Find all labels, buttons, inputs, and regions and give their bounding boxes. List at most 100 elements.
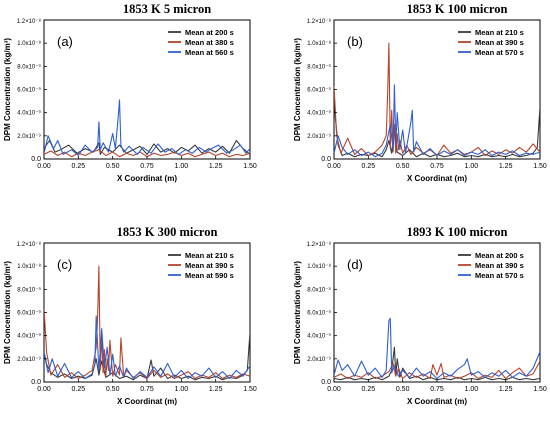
panel-b-x-tick-label: 1.50 <box>533 163 547 170</box>
panel-d-y-tick-label: 1.0x10⁻⁸ <box>307 263 331 270</box>
panel-d-series-3-line <box>334 317 540 380</box>
panel-c-title: 1853 K 300 micron <box>117 225 218 239</box>
panel-b-x-tick-label: 1.00 <box>465 163 479 170</box>
panel-d-y-tick-label: 8.0x10⁻⁹ <box>307 286 331 293</box>
panel-a-y-tick-label: 0.0 <box>31 156 41 163</box>
panel-d-x-tick-label: 1.50 <box>533 386 547 393</box>
panel-b-legend-label-3: Mean at 570 s <box>475 48 524 57</box>
panel-d-series-2-line <box>334 360 540 380</box>
panel-c-x-tick-label: 0.75 <box>140 386 154 393</box>
panel-c-y-max-label: 1.2×10⁻⁸ <box>17 241 42 248</box>
panel-b-series-2-line <box>334 42 540 157</box>
panel-c-x-tick-label: 1.50 <box>243 386 257 393</box>
panel-c-series-3-line <box>44 315 250 380</box>
panel-b-y-tick-label: 1.0x10⁻⁸ <box>307 40 331 47</box>
panel-b-y-tick-label: 6.0x10⁻⁹ <box>307 87 331 94</box>
panel-a-x-tick-label: 0.25 <box>72 163 86 170</box>
panel-b-series-1-line <box>334 89 540 158</box>
panel-d-x-tick-label: 0.25 <box>362 386 376 393</box>
panel-b-x-axis-title: X Coordinat (m) <box>407 174 467 183</box>
panel-d-legend-label-3: Mean at 570 s <box>475 271 524 280</box>
panel-c-legend-label-1: Mean at 210 s <box>185 251 234 260</box>
panel-a-legend-label-2: Mean at 380 s <box>185 38 234 47</box>
panel-b-letter: (b) <box>347 34 363 49</box>
panel-a-y-tick-label: 2.0x10⁻⁹ <box>17 133 41 140</box>
panel-b-x-tick-label: 0.50 <box>396 163 410 170</box>
panel-b-y-tick-label: 4.0x10⁻⁹ <box>307 110 331 117</box>
panel-d-y-tick-label: 2.0x10⁻⁹ <box>307 356 331 363</box>
panel-c-x-tick-label: 0.25 <box>72 386 86 393</box>
panel-c-x-tick-label: 1.25 <box>209 386 223 393</box>
panel-b: 1853 K 100 micron 0.00 0.25 0.50 0.75 1.00 1.2… <box>293 2 547 183</box>
panel-a-title: 1853 K 5 micron <box>123 2 211 16</box>
panel-d-y-max-label: 1.2×10⁻⁸ <box>307 241 332 248</box>
panel-b-x-tick-label: 0.00 <box>327 163 341 170</box>
panel-d-y-tick-label: 4.0x10⁻⁹ <box>307 333 331 340</box>
panel-d-series-1-line <box>334 346 540 381</box>
panel-c-y-tick-label: 4.0x10⁻⁹ <box>17 333 41 340</box>
panel-a-x-tick-label: 1.00 <box>175 163 189 170</box>
panel-b-x-tick-label: 0.75 <box>430 163 444 170</box>
panel-c-y-tick-label: 0.0 <box>31 379 41 386</box>
panel-a-legend-label-1: Mean at 200 s <box>185 28 234 37</box>
panel-a-letter: (a) <box>57 34 73 49</box>
panel-a-y-max-label: 1.2×10⁻⁸ <box>17 18 42 25</box>
panel-c-legend-label-2: Mean at 390 s <box>185 261 234 270</box>
panel-a: 1853 K 5 micron 0.00 0.25 0.50 0.75 1.00 1.25 1… <box>3 2 257 183</box>
panel-d-title: 1893 K 100 micron <box>407 225 508 239</box>
panel-a-x-tick-label: 1.25 <box>209 163 223 170</box>
panel-b-y-tick-label: 2.0x10⁻⁹ <box>307 133 331 140</box>
panel-c-y-axis-title: DPM Concentration (kg/m³) <box>3 261 12 364</box>
panel-a-legend-label-3: Mean at 560 s <box>185 48 234 57</box>
panel-d-x-tick-label: 0.00 <box>327 386 341 393</box>
panel-c-x-axis-title: X Coordinat (m) <box>117 397 177 406</box>
panel-c-letter: (c) <box>57 257 72 272</box>
panel-a-x-axis-title: X Coordinat (m) <box>117 174 177 183</box>
panel-b-y-axis-title: DPM Concentration (kg/m³) <box>293 38 302 141</box>
panel-b-y-tick-label: 0.0 <box>321 156 331 163</box>
panel-b-x-tick-label: 1.25 <box>499 163 513 170</box>
panel-c-x-tick-label: 0.50 <box>106 386 120 393</box>
panel-c-y-tick-label: 6.0x10⁻⁹ <box>17 310 41 317</box>
panel-d-y-tick-label: 0.0 <box>321 379 331 386</box>
panel-a-x-tick-label: 0.00 <box>37 163 51 170</box>
panel-d-x-tick-label: 0.75 <box>430 386 444 393</box>
panel-d-x-tick-label: 1.00 <box>465 386 479 393</box>
panel-b-y-max-label: 1.2×10⁻⁸ <box>307 18 332 25</box>
panel-d-legend-label-2: Mean at 390 s <box>475 261 524 270</box>
panel-b-y-tick-label: 8.0x10⁻⁹ <box>307 63 331 70</box>
panel-c-legend-label-3: Mean at 590 s <box>185 271 234 280</box>
panel-c-x-tick-label: 1.00 <box>175 386 189 393</box>
panel-b-series-3-line <box>334 84 540 158</box>
panel-d-x-tick-label: 0.50 <box>396 386 410 393</box>
panel-d-x-axis-title: X Coordinat (m) <box>407 397 467 406</box>
panel-c-y-tick-label: 8.0x10⁻⁹ <box>17 286 41 293</box>
panel-d: 1893 K 100 micron 0.00 0.25 0.50 0.75 1.00 1.2… <box>293 225 547 406</box>
panel-d-letter: (d) <box>347 257 363 272</box>
panel-c-series-2-line <box>44 265 250 380</box>
panel-a-y-tick-label: 8.0x10⁻⁹ <box>17 63 41 70</box>
panel-a-x-tick-label: 0.75 <box>140 163 154 170</box>
panel-a-y-axis-title: DPM Concentration (kg/m³) <box>3 38 12 141</box>
panel-d-y-tick-label: 6.0x10⁻⁹ <box>307 310 331 317</box>
panel-a-x-tick-label: 0.50 <box>106 163 120 170</box>
panel-a-y-tick-label: 4.0x10⁻⁹ <box>17 110 41 117</box>
panel-d-legend-label-1: Mean at 200 s <box>475 251 524 260</box>
panel-c-x-tick-label: 0.00 <box>37 386 51 393</box>
panel-a-series-3-line <box>44 99 250 157</box>
panel-c: 1853 K 300 micron 0.00 0.25 0.50 0.75 1.00 1.2… <box>3 225 257 406</box>
panel-a-y-tick-label: 6.0x10⁻⁹ <box>17 87 41 94</box>
panel-a-x-tick-label: 1.50 <box>243 163 257 170</box>
panel-c-y-tick-label: 1.0x10⁻⁸ <box>17 263 41 270</box>
panel-b-legend-label-1: Mean at 210 s <box>475 28 524 37</box>
panel-b-x-tick-label: 0.25 <box>362 163 376 170</box>
panel-d-x-tick-label: 1.25 <box>499 386 513 393</box>
panel-c-y-tick-label: 2.0x10⁻⁹ <box>17 356 41 363</box>
panel-c-series-1-line <box>44 332 250 381</box>
panel-b-title: 1853 K 100 micron <box>407 2 508 16</box>
panel-a-series-1-line <box>44 139 250 155</box>
panel-b-legend-label-2: Mean at 390 s <box>475 38 524 47</box>
panel-a-y-tick-label: 1.0x10⁻⁸ <box>17 40 41 47</box>
panel-d-y-axis-title: DPM Concentration (kg/m³) <box>293 261 302 364</box>
